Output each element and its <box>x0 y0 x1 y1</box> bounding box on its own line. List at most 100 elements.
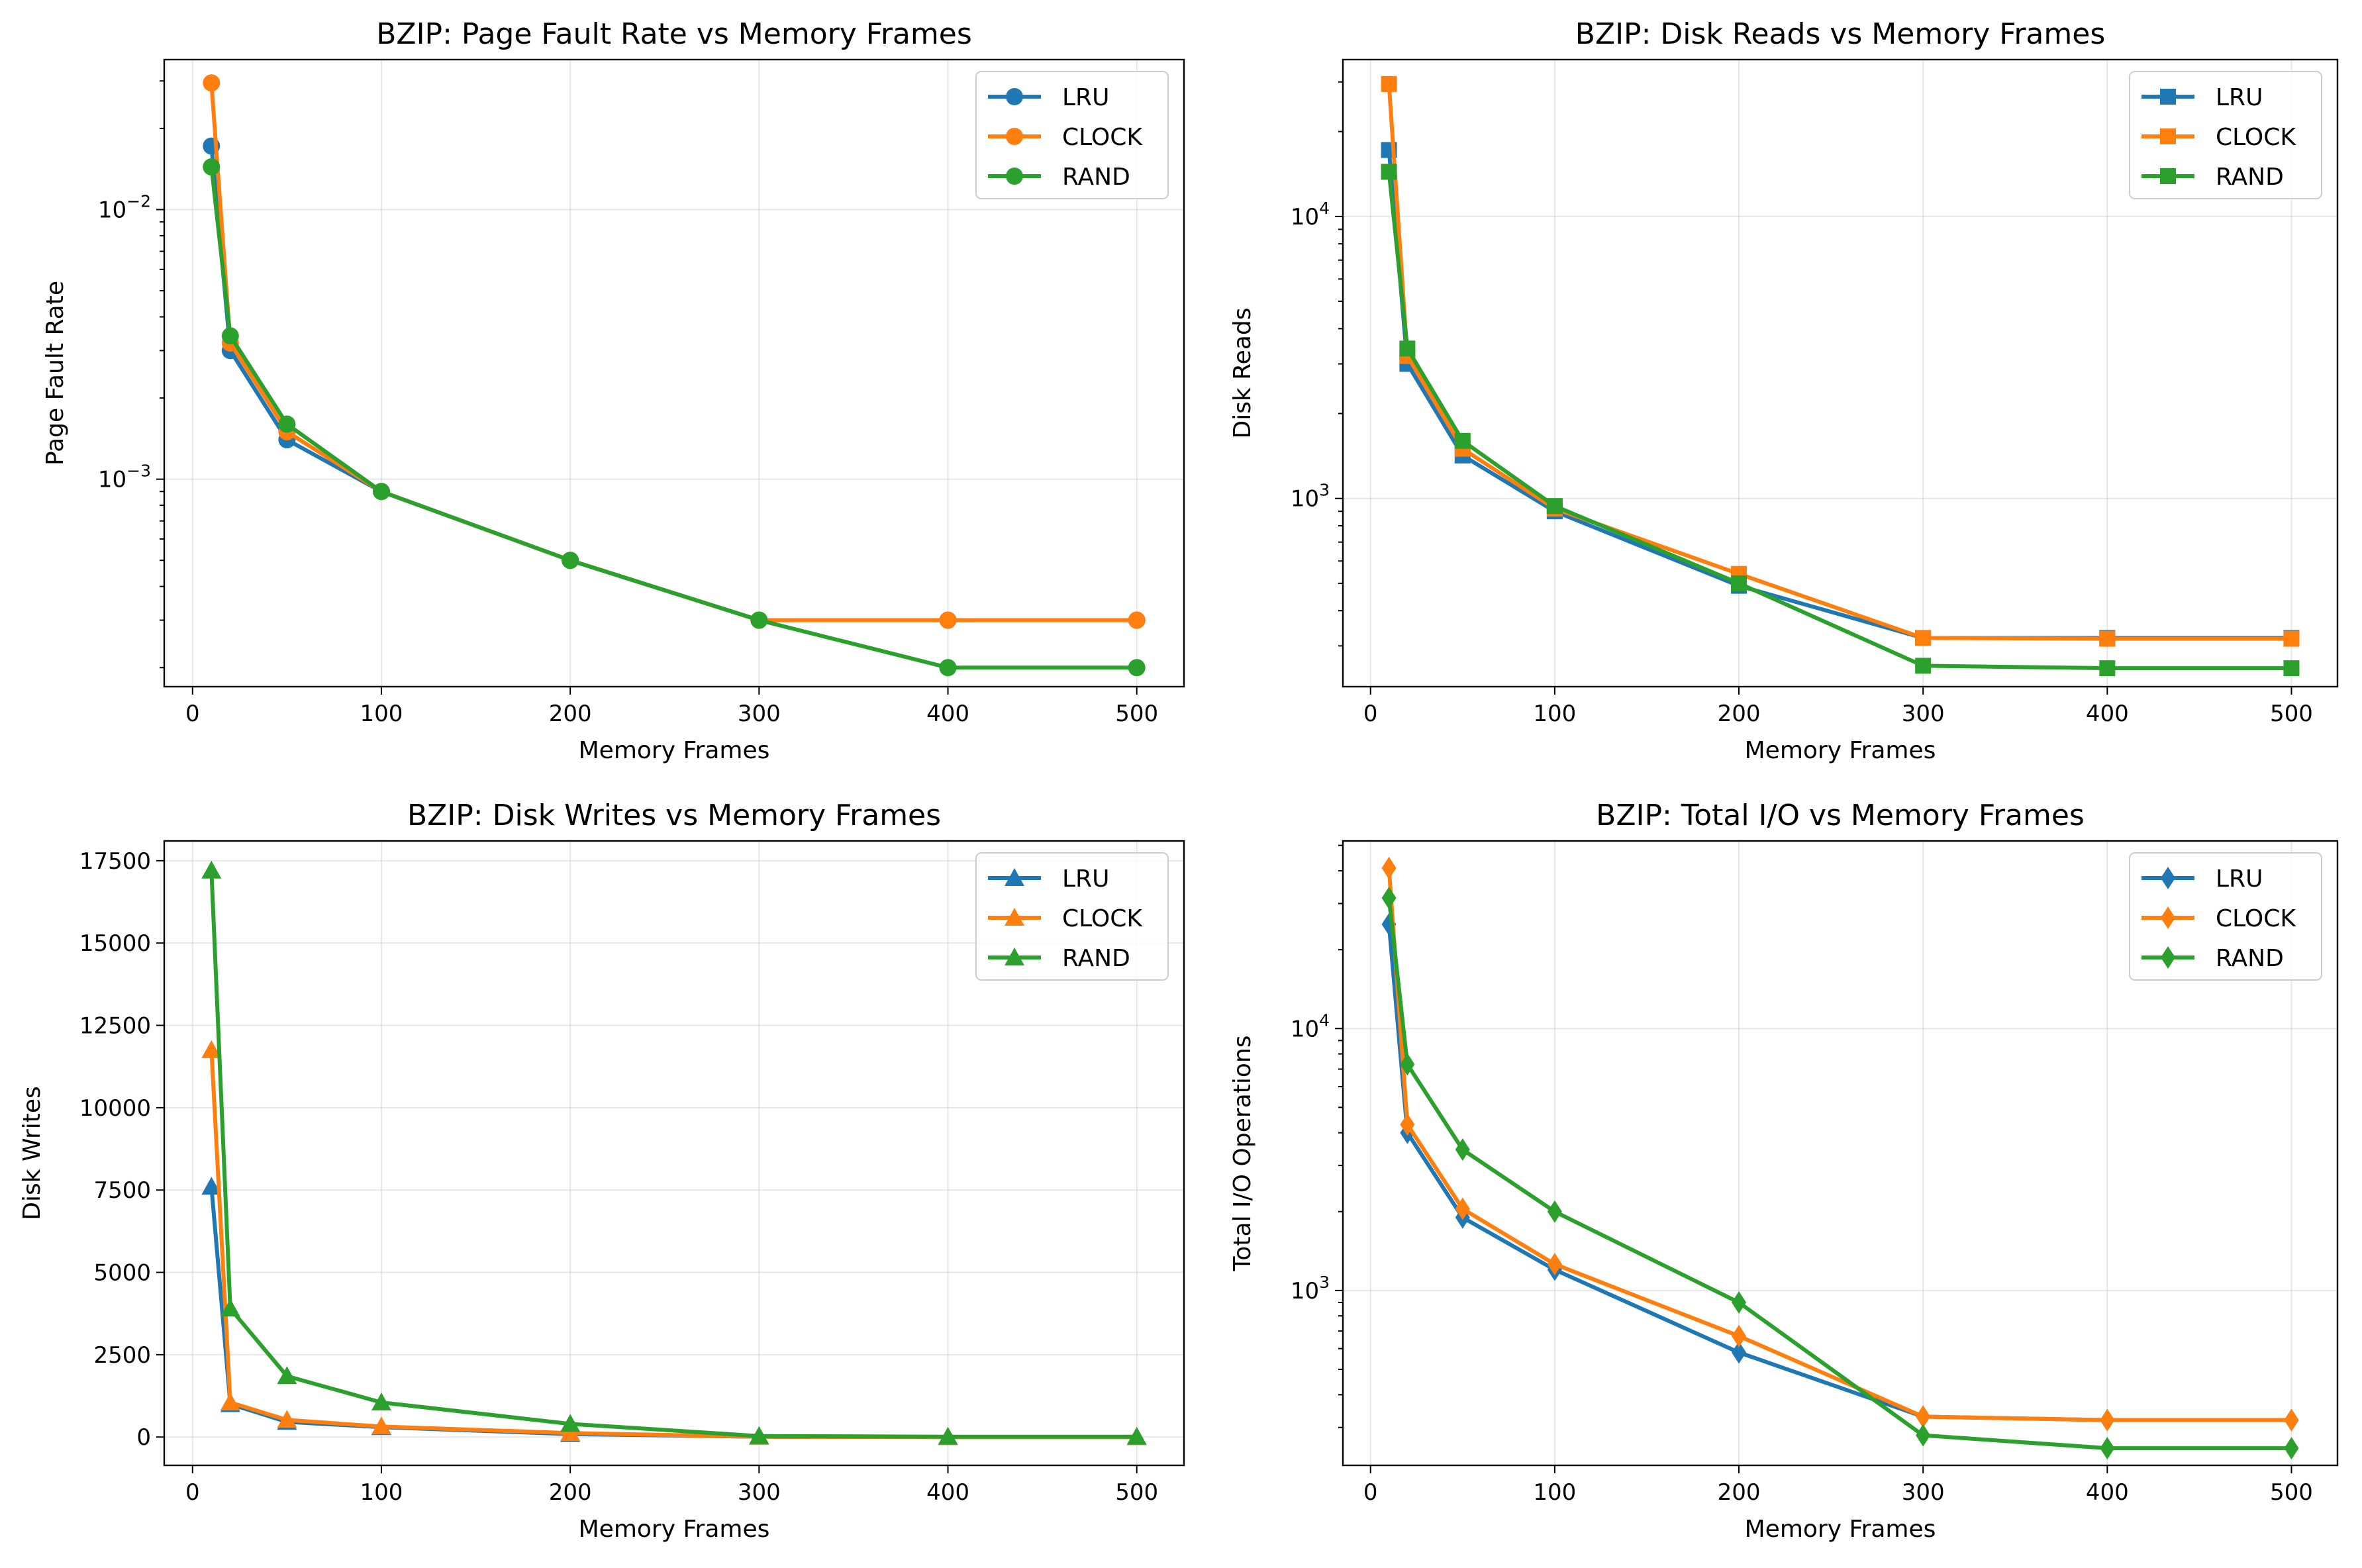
data-point-rand <box>1732 1291 1747 1314</box>
y-axis-label: Disk Writes <box>19 1086 46 1220</box>
x-tick-label: 0 <box>1363 1479 1378 1506</box>
data-point-rand <box>560 1414 581 1432</box>
legend-marker-lru <box>1005 868 1024 886</box>
y-axis-label: Page Fault Rate <box>42 281 69 466</box>
data-point-rand <box>2099 660 2116 677</box>
y-tick-label: 10000 <box>79 1095 151 1122</box>
x-tick-label: 400 <box>926 701 969 727</box>
data-point-clock <box>2099 630 2116 647</box>
series-line-rand <box>1387 897 2292 1451</box>
data-point-clock <box>1732 1324 1747 1348</box>
data-point-rand <box>1399 340 1416 357</box>
x-tick-label: 400 <box>2086 701 2129 727</box>
legend-marker-rand <box>2161 946 2175 969</box>
x-tick-label: 500 <box>2270 1479 2313 1506</box>
axes-frame <box>163 840 1185 1467</box>
data-point-rand <box>1916 1424 1931 1447</box>
x-tick-label: 500 <box>1115 1479 1158 1506</box>
data-point-rand <box>939 659 957 677</box>
y-tick-label: 10−3 <box>98 462 151 493</box>
data-point-clock <box>220 1393 240 1411</box>
legend-label-clock: CLOCK <box>2216 124 2296 151</box>
data-point-rand <box>562 552 579 569</box>
legend-marker-rand <box>2160 168 2176 184</box>
chart-title: BZIP: Disk Writes vs Memory Frames <box>407 799 941 832</box>
data-point-rand <box>1126 1426 1147 1445</box>
data-point-rand <box>203 158 221 176</box>
x-tick-label: 100 <box>360 1479 403 1506</box>
y-axis-label: Disk Reads <box>1229 308 1256 439</box>
x-tick-label: 500 <box>2270 701 2313 727</box>
legend-label-clock: CLOCK <box>1062 124 1143 151</box>
series-line-lru <box>1387 150 2292 640</box>
legend-marker-lru <box>2160 89 2176 105</box>
legend-label-lru: LRU <box>1062 84 1109 111</box>
data-point-clock <box>1916 1405 1931 1428</box>
y-tick-label: 5000 <box>93 1260 151 1287</box>
series-line-lru <box>209 146 1137 622</box>
x-tick-label: 200 <box>1718 701 1761 727</box>
data-point-clock <box>1400 1113 1415 1136</box>
data-point-rand <box>1381 164 1397 180</box>
data-point-clock <box>939 611 957 629</box>
y-tick-label: 15000 <box>79 930 151 957</box>
data-point-clock <box>1455 1197 1470 1220</box>
legend-box <box>2129 852 2322 981</box>
data-point-rand <box>749 1426 769 1444</box>
legend: LRU CLOCK RAND <box>975 71 1169 199</box>
data-point-rand <box>1915 658 1932 674</box>
data-point-clock <box>2284 1408 2299 1432</box>
y-tick-label: 7500 <box>93 1177 151 1204</box>
series-line-rand <box>209 166 1137 670</box>
legend-box <box>975 852 1169 981</box>
data-point-clock <box>1547 1253 1562 1276</box>
data-point-rand <box>278 415 296 433</box>
data-point-rand <box>372 483 390 501</box>
legend-marker-rand <box>1005 948 1024 965</box>
data-point-clock <box>277 1410 297 1428</box>
subplot-4: 0 100 200 300 400 500 104 103 BZIP: Total I/O vs… <box>1229 799 2339 1543</box>
data-point-clock <box>1381 75 1397 92</box>
x-tick-label: 200 <box>549 1479 592 1506</box>
y-tick-label: 103 <box>1291 481 1330 513</box>
x-axis-label: Memory Frames <box>1745 1516 1936 1543</box>
legend-marker-clock <box>2161 906 2175 929</box>
x-tick-label: 300 <box>738 1479 781 1506</box>
y-tick-label: 103 <box>1291 1273 1330 1304</box>
data-point-rand <box>1731 575 1747 591</box>
x-tick-label: 100 <box>1533 701 1576 727</box>
x-tick-label: 0 <box>185 1479 200 1506</box>
x-tick-label: 300 <box>738 701 781 727</box>
axes-frame <box>1342 58 2339 688</box>
data-point-rand <box>1128 659 1146 677</box>
legend-marker-lru <box>2161 867 2175 889</box>
y-tick-label: 0 <box>136 1424 151 1451</box>
legend-marker-clock <box>2160 128 2176 144</box>
data-point-rand <box>1454 432 1471 449</box>
subplot-1: 0 100 200 300 400 500 10−2 10−3 BZIP: Page Fault… <box>42 17 1185 764</box>
data-point-clock <box>203 74 221 92</box>
legend-label-clock: CLOCK <box>1062 905 1143 932</box>
x-axis-label: Memory Frames <box>579 737 770 764</box>
y-tick-label: 104 <box>1291 1010 1330 1042</box>
x-tick-label: 100 <box>360 701 403 727</box>
data-point-clock <box>1915 630 1932 646</box>
y-tick-label: 104 <box>1291 199 1330 230</box>
x-tick-label: 400 <box>2086 1479 2129 1506</box>
data-point-rand <box>1400 1053 1415 1076</box>
y-axis-label: Total I/O Operations <box>1229 1036 1256 1272</box>
data-point-rand <box>2100 1437 2115 1460</box>
legend-label-lru: LRU <box>2216 84 2263 111</box>
x-tick-label: 0 <box>185 701 200 727</box>
legend-label-rand: RAND <box>2216 945 2284 972</box>
x-tick-label: 100 <box>1533 1479 1576 1506</box>
data-point-clock <box>2100 1408 2115 1432</box>
legend-label-rand: RAND <box>1062 945 1130 972</box>
data-point-rand <box>1546 498 1563 514</box>
series-line-clock <box>1387 83 2292 641</box>
y-tick-label: 17500 <box>79 848 151 875</box>
series-line-rand <box>1387 172 2292 671</box>
x-tick-label: 400 <box>926 1479 969 1506</box>
data-point-lru <box>201 1177 222 1195</box>
